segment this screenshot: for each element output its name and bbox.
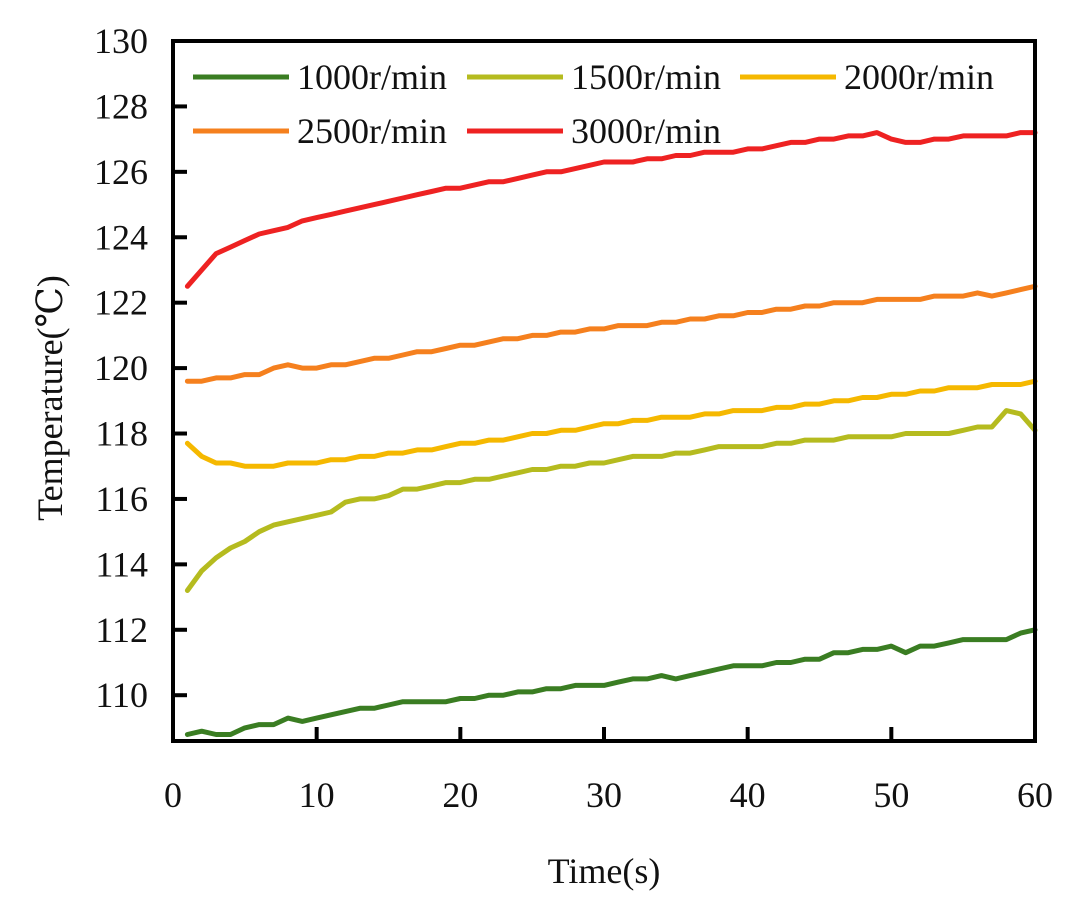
- y-tick-label: 114: [95, 544, 148, 584]
- y-tick-label: 120: [94, 348, 148, 388]
- legend: 1000r/min 1500r/min 2000r/min 2500r/min 3000…: [193, 57, 994, 151]
- legend-label-1000r-min: 1000r/min: [297, 57, 447, 97]
- y-tick-label: 128: [94, 86, 148, 126]
- x-tick-label: 30: [586, 775, 622, 815]
- x-tick-label: 0: [164, 775, 182, 815]
- x-tick-label: 40: [730, 775, 766, 815]
- y-tick-label: 112: [95, 610, 148, 650]
- series-line-3000r-min: [184, 130, 1038, 289]
- y-tick-label: 110: [95, 675, 148, 715]
- y-tick-label: 124: [94, 217, 148, 257]
- series-line-2500r-min: [184, 283, 1038, 384]
- y-tick-label: 130: [94, 21, 148, 61]
- y-tick-label: 118: [95, 414, 148, 454]
- series-layer: [184, 130, 1038, 737]
- legend-label-2000r-min: 2000r/min: [844, 57, 994, 97]
- ticks-layer: 0 10 20 30 40 50 60 110 112 114 116 118 120 122 124 126…: [94, 21, 1053, 815]
- y-tick-label: 122: [94, 283, 148, 323]
- series-line-2000r-min: [184, 378, 1038, 469]
- legend-label-1500r-min: 1500r/min: [571, 57, 721, 97]
- x-axis-label: Time(s): [548, 851, 661, 891]
- y-tick-label: 126: [94, 152, 148, 192]
- legend-label-2500r-min: 2500r/min: [297, 111, 447, 151]
- y-tick-label: 116: [95, 479, 148, 519]
- x-tick-label: 50: [873, 775, 909, 815]
- x-tick-label: 10: [299, 775, 335, 815]
- x-tick-label: 20: [442, 775, 478, 815]
- series-line-1000r-min: [184, 627, 1038, 737]
- legend-label-3000r-min: 3000r/min: [571, 111, 721, 151]
- y-axis-label: Temperature(℃): [30, 275, 70, 521]
- x-tick-label: 60: [1017, 775, 1053, 815]
- series-line-1500r-min: [184, 408, 1038, 593]
